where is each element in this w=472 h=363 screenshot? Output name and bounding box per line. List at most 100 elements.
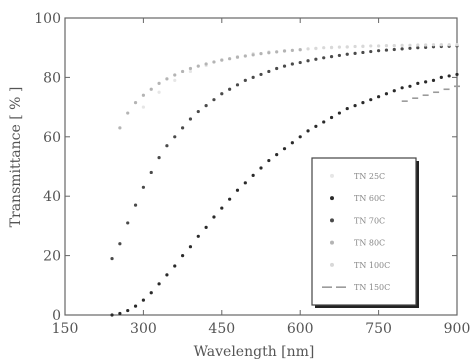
data-point — [369, 49, 373, 54]
data-point — [243, 54, 247, 58]
data-point — [431, 78, 436, 82]
legend-label: TN 80C — [354, 239, 385, 248]
plot-frame — [64, 17, 458, 316]
data-point — [290, 141, 294, 145]
x-tick-label: 600 — [287, 321, 314, 337]
data-point — [329, 55, 334, 59]
data-point — [165, 77, 169, 81]
data-point — [282, 147, 287, 151]
data-point — [251, 53, 255, 57]
data-point — [173, 78, 177, 82]
data-point — [188, 66, 193, 71]
data-point — [110, 313, 114, 317]
data-point — [235, 83, 240, 87]
data-point — [377, 95, 381, 99]
data-point — [361, 101, 365, 105]
data-point — [188, 69, 193, 74]
data-point — [243, 78, 247, 82]
data-point — [188, 245, 193, 249]
data-point — [141, 93, 145, 97]
data-point — [282, 49, 287, 53]
data-point — [157, 155, 161, 160]
x-tick-label: 450 — [208, 321, 235, 337]
data-point — [337, 111, 341, 115]
x-tick-label: 750 — [365, 321, 392, 337]
data-point — [173, 135, 177, 139]
data-point — [345, 52, 349, 56]
data-point — [275, 66, 279, 71]
data-point — [141, 298, 145, 302]
data-point — [196, 234, 200, 238]
data-point — [369, 44, 373, 48]
data-point — [212, 60, 216, 64]
data-point — [416, 43, 420, 47]
data-point — [329, 45, 334, 50]
data-point — [181, 126, 185, 130]
data-point — [369, 98, 373, 102]
data-point — [377, 49, 381, 53]
data-point — [353, 104, 357, 108]
data-point — [400, 86, 404, 90]
data-point — [267, 158, 271, 163]
data-point — [267, 69, 271, 74]
data-point — [424, 45, 428, 50]
data-point — [165, 273, 169, 277]
y-tick-label: 0 — [52, 308, 61, 324]
data-point — [322, 56, 326, 60]
data-point — [204, 104, 208, 108]
data-point — [228, 197, 232, 201]
data-point — [408, 46, 412, 50]
data-point — [118, 126, 122, 130]
data-point — [173, 264, 177, 268]
y-tick-label: 40 — [43, 189, 61, 205]
data-point — [322, 120, 326, 124]
data-point — [400, 47, 404, 51]
data-point — [126, 308, 130, 313]
data-point — [392, 44, 396, 48]
data-point — [133, 203, 138, 207]
data-point — [329, 115, 334, 120]
series-tn-80c — [118, 48, 302, 130]
data-point — [314, 124, 318, 129]
legend-marker — [330, 196, 334, 201]
x-tick-label: 150 — [52, 321, 79, 337]
series-tn-60c — [110, 72, 459, 317]
legend-marker — [330, 218, 334, 223]
data-point — [275, 153, 279, 157]
data-point — [314, 57, 318, 61]
series-tn-100c — [306, 43, 459, 51]
data-point — [361, 44, 365, 48]
data-point — [173, 73, 177, 77]
data-point — [235, 55, 240, 59]
x-tick-label: 900 — [444, 321, 471, 337]
data-point — [220, 58, 224, 62]
data-point — [290, 62, 294, 66]
data-point — [118, 311, 122, 316]
data-point — [157, 81, 161, 85]
data-point — [181, 254, 185, 258]
data-point — [251, 75, 255, 79]
data-points — [110, 43, 460, 317]
x-tick-label: 300 — [130, 321, 157, 337]
data-point — [282, 64, 287, 68]
legend-marker — [330, 262, 334, 267]
data-point — [416, 81, 420, 85]
y-tick-label: 60 — [43, 130, 61, 146]
data-point — [228, 57, 232, 61]
data-point — [337, 45, 341, 49]
series-tn-25c — [141, 43, 459, 109]
data-point — [314, 46, 318, 50]
data-point — [157, 90, 161, 94]
data-point — [392, 47, 396, 52]
data-point — [259, 72, 263, 77]
data-point — [157, 282, 161, 286]
y-tick-label: 80 — [43, 70, 61, 86]
data-point — [290, 48, 294, 52]
legend-label: TN 25C — [354, 172, 385, 181]
data-point — [298, 60, 302, 65]
data-point — [133, 304, 138, 308]
legend-marker — [330, 173, 334, 178]
data-point — [118, 242, 122, 246]
data-point — [353, 51, 357, 55]
